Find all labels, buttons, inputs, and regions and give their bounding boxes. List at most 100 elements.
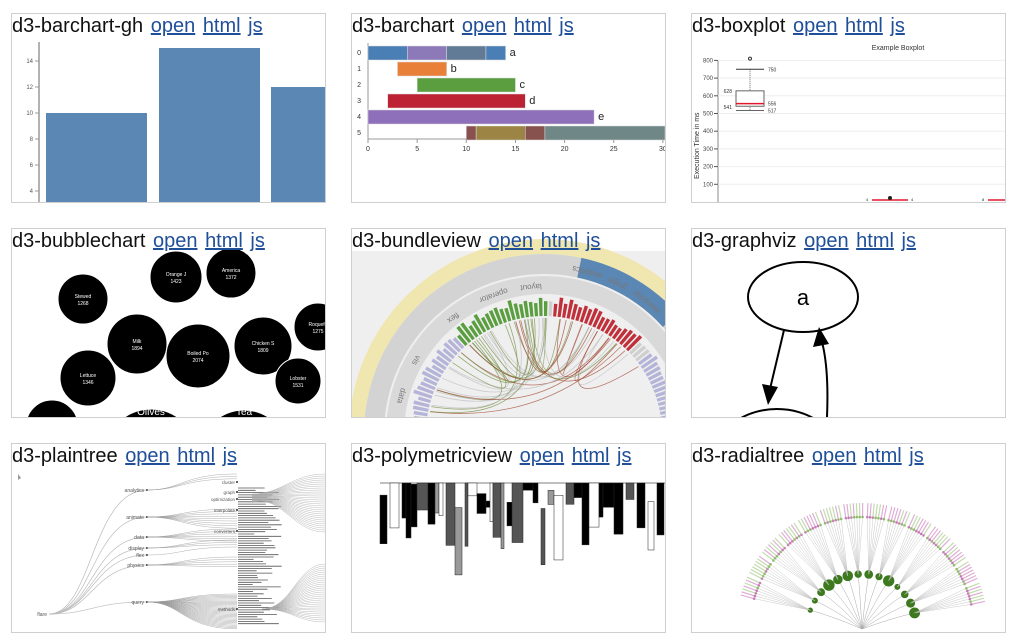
value-label: 556 (768, 102, 777, 108)
bubble-value: 1531 (292, 383, 303, 389)
metric-block (647, 501, 655, 551)
html-link[interactable]: html (202, 15, 241, 37)
leaf-label (875, 503, 878, 518)
leaf-label (797, 519, 807, 533)
radialtree-thumbnail[interactable] (692, 444, 1005, 632)
tree-edge (897, 548, 941, 588)
leaf-bar (658, 406, 665, 411)
html-link[interactable]: html (177, 445, 216, 467)
bundle-edge (431, 321, 522, 409)
leaf-label (898, 509, 905, 524)
polymetricview-thumbnail[interactable] (352, 444, 665, 632)
row-label: 2 (357, 82, 361, 89)
open-link[interactable]: open (811, 445, 857, 467)
tree-edge (251, 481, 325, 496)
js-link[interactable]: js (222, 445, 238, 467)
bundle-edge (430, 346, 621, 414)
tree-edge (782, 549, 822, 593)
js-link[interactable]: js (617, 445, 632, 467)
js-link[interactable]: js (585, 230, 601, 252)
metric-block (410, 483, 418, 528)
js-link[interactable]: js (890, 15, 905, 37)
open-link[interactable]: open (792, 15, 838, 37)
tree-edge (861, 594, 905, 630)
open-link[interactable]: open (461, 15, 507, 37)
leaf-label (937, 536, 949, 548)
html-link[interactable]: html (863, 445, 902, 467)
metric-block (540, 508, 546, 565)
barchart-thumbnail[interactable]: 0 a 1 b 2 c 3 d 4 e 5 0 5 10 15 20 25 30 (352, 14, 665, 202)
barchart-gh-thumbnail[interactable]: 4 6 8 10 12 14 (12, 14, 325, 202)
bar-segment (397, 61, 447, 77)
graph-node (747, 261, 859, 333)
html-link[interactable]: html (845, 15, 883, 37)
tree-edge (261, 581, 325, 610)
js-link[interactable]: js (248, 15, 263, 37)
y-tick-label: 500 (703, 112, 714, 118)
tree-edge (878, 525, 905, 577)
leaf-bar (528, 301, 534, 317)
tree-edge (251, 500, 325, 525)
open-link[interactable]: open (519, 445, 565, 467)
bar-segment (544, 125, 665, 141)
leaf-label (869, 503, 872, 518)
leaf-label (918, 520, 927, 533)
leaf-label (935, 534, 946, 546)
leaf-label (946, 546, 959, 557)
tree-edge (914, 601, 971, 614)
leaf-label (752, 566, 765, 575)
html-link[interactable]: html (205, 230, 243, 252)
leaf-bar (604, 319, 616, 335)
js-link[interactable]: js (559, 15, 574, 37)
leaf-label (952, 554, 965, 564)
open-link[interactable]: open (125, 445, 170, 467)
html-link[interactable]: html (856, 230, 894, 252)
bubble-label: Tea (236, 407, 253, 417)
y-tick-label: 14 (26, 59, 33, 65)
leaf-label (767, 544, 780, 555)
leaf-label (908, 514, 916, 528)
leaf-bar (443, 342, 458, 356)
leaf-label (800, 518, 809, 532)
js-link[interactable]: js (909, 445, 924, 467)
metric-block (476, 493, 487, 514)
bubble (274, 357, 322, 405)
card-title: d3-graphviz open html js (692, 230, 916, 252)
open-link[interactable]: open (150, 15, 196, 37)
tree-edge (888, 529, 915, 581)
leaf-label (903, 512, 911, 526)
html-link[interactable]: html (540, 230, 579, 252)
leaf-label (814, 511, 822, 526)
tree-edge (794, 539, 830, 586)
tree-edge (878, 524, 903, 577)
tree-edge (768, 566, 815, 601)
bubble-label: Olives (137, 407, 165, 417)
open-link[interactable]: open (804, 230, 849, 252)
tree-edge (868, 517, 876, 575)
cursor-icon (18, 474, 21, 480)
leaf-label (755, 560, 768, 570)
tree-edge (251, 498, 325, 513)
js-link[interactable]: js (901, 230, 916, 252)
metric-block (581, 482, 590, 546)
leaf-label (788, 526, 798, 539)
open-link[interactable]: open (153, 230, 198, 252)
tree-node-label: query (131, 600, 144, 606)
x-tick-label: 0 (366, 146, 370, 153)
leaf-bar (468, 325, 479, 338)
html-link[interactable]: html (513, 15, 552, 37)
tree-edge (755, 593, 811, 611)
js-link[interactable]: js (250, 230, 265, 252)
open-link[interactable]: open (488, 230, 534, 252)
graphviz-thumbnail[interactable]: a (692, 229, 1005, 417)
card-name: d3-boxplot (692, 15, 786, 37)
tree-node (236, 491, 238, 493)
html-link[interactable]: html (571, 445, 610, 467)
leaf-bar (417, 385, 434, 395)
card-d3-boxplot: d3-boxplot open html js Example Boxplot E… (691, 13, 1006, 203)
card-d3-plaintree: d3-plaintree open html js flare analytics… (11, 443, 326, 633)
